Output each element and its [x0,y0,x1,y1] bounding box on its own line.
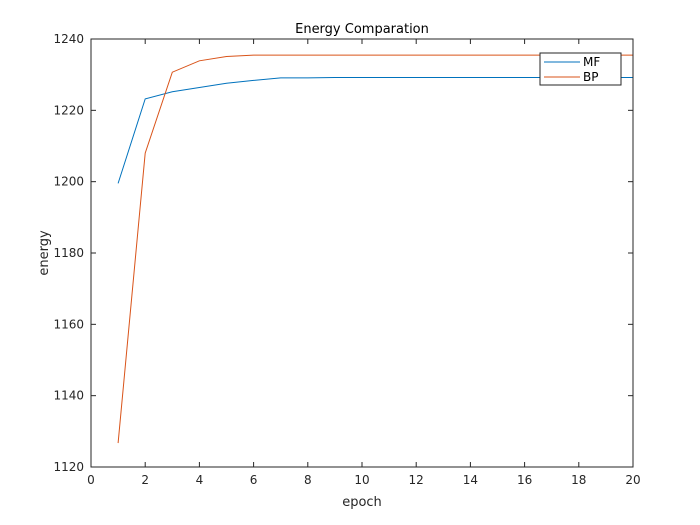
x-tick-label: 6 [250,473,258,487]
x-tick-label: 2 [141,473,149,487]
y-tick-label: 1120 [53,460,84,474]
x-tick-label: 18 [571,473,586,487]
y-tick-label: 1200 [53,175,84,189]
y-tick-label: 1240 [53,32,84,46]
series-layer [117,54,633,444]
x-tick-label: 14 [463,473,478,487]
series-line-bp [117,54,633,444]
y-tick-label: 1160 [53,317,84,331]
y-tick-label: 1180 [53,246,84,260]
x-tick-label: 16 [517,473,532,487]
x-tick-label: 8 [304,473,312,487]
legend-label-bp: BP [583,70,598,84]
axis-ticks: 0 2 4 6 8 10 12 14 16 18 20 1120 1140 1160 1180 1200 122… [53,32,640,487]
x-tick-label: 12 [409,473,424,487]
series-line-mf [117,77,633,184]
x-tick-label: 20 [625,473,640,487]
legend-label-mf: MF [583,55,600,69]
legend-box [539,52,622,86]
x-tick-label: 10 [354,473,369,487]
x-tick-label: 0 [87,473,95,487]
y-tick-label: 1140 [53,389,84,403]
y-axis-label: energy [37,230,52,276]
x-axis-label: epoch [342,495,382,510]
x-tick-label: 4 [196,473,204,487]
y-tick-label: 1220 [53,103,84,117]
plot-area-frame [90,38,634,468]
chart-title: Energy Comparation [295,22,429,37]
